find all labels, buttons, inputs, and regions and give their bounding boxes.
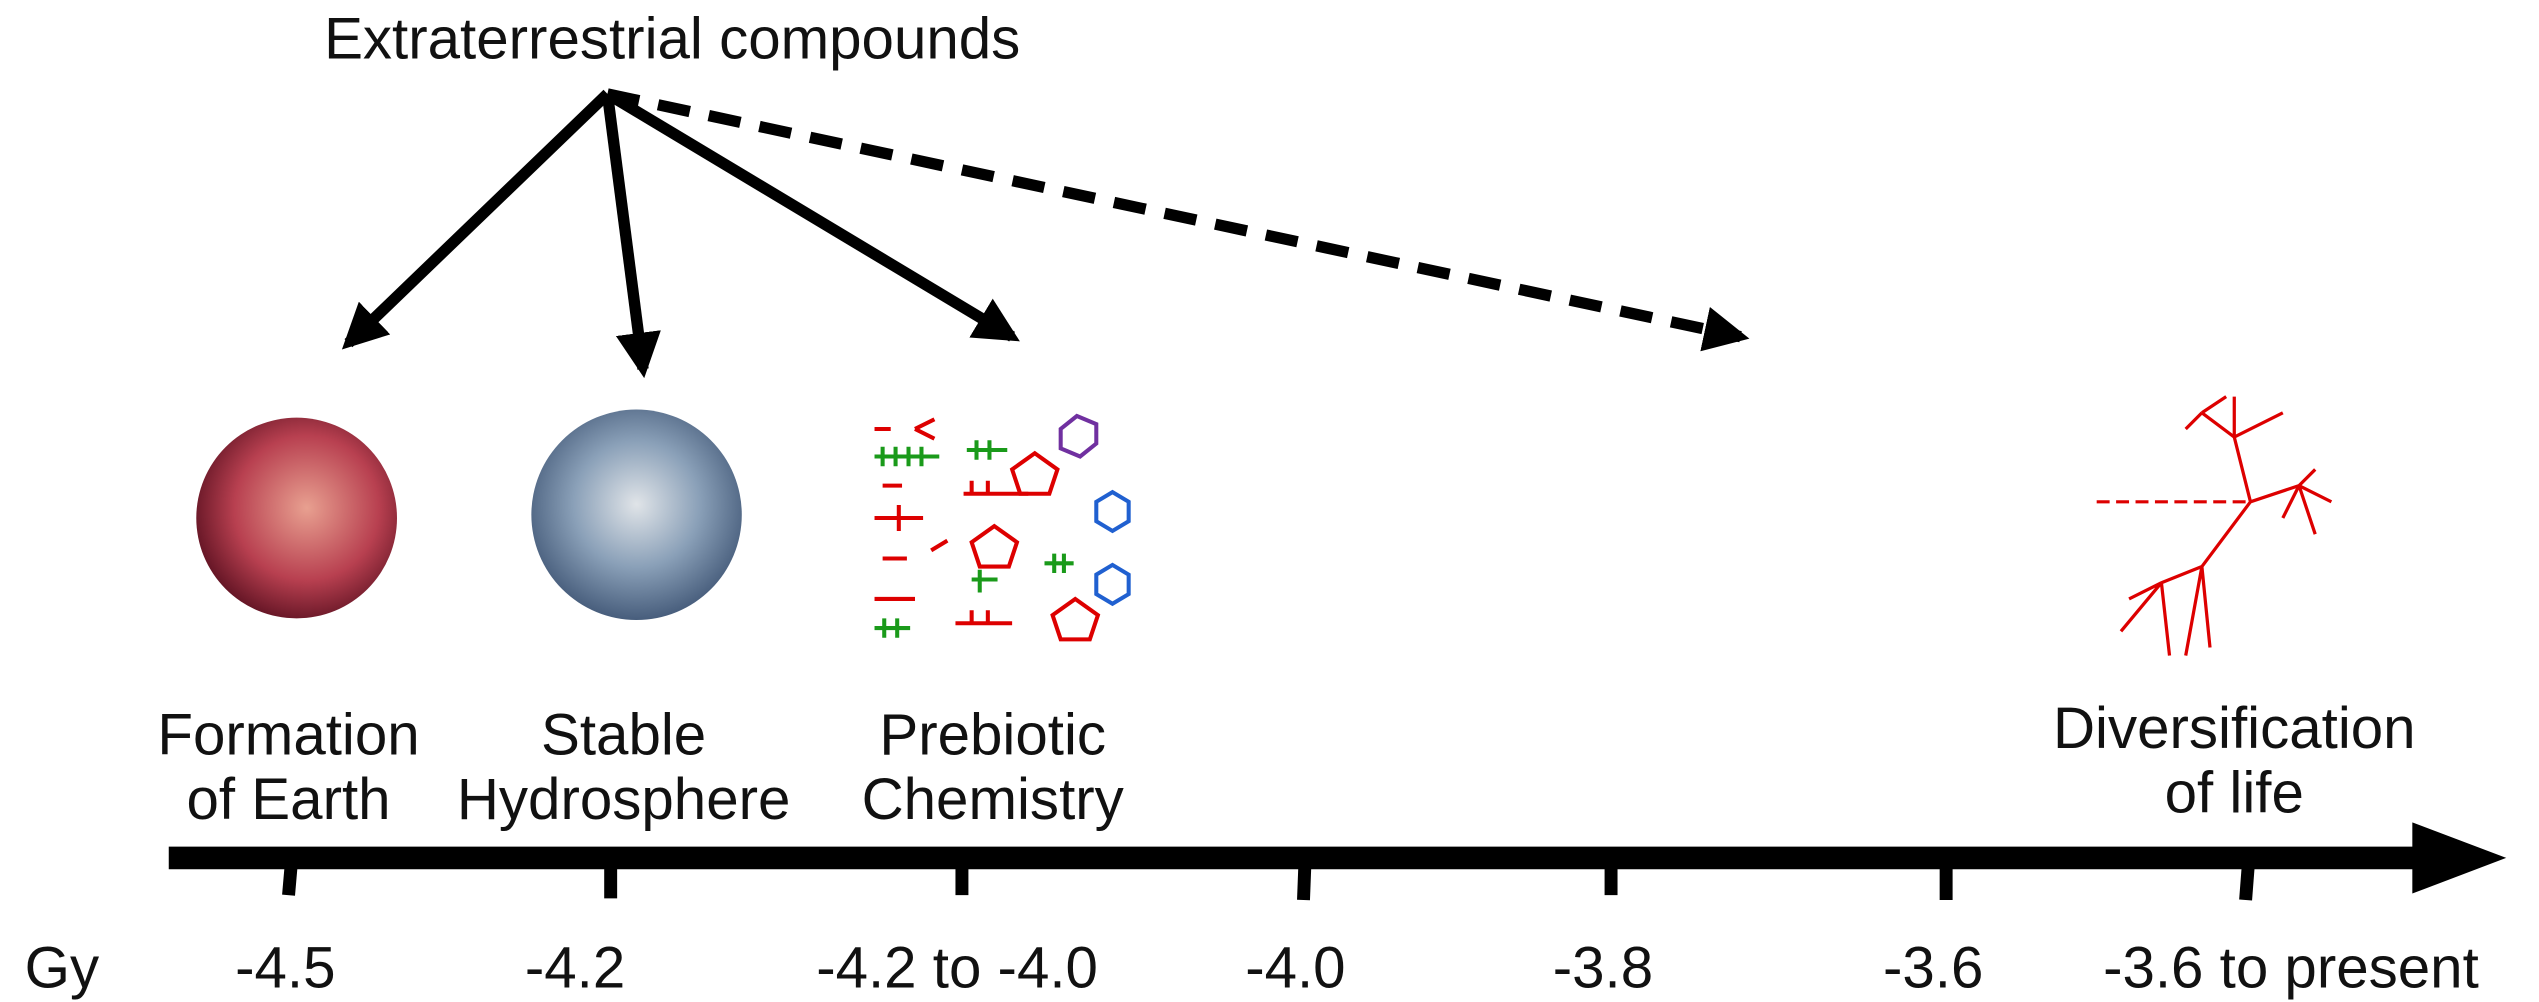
stage-label: Formation	[157, 702, 419, 767]
arrows	[341, 88, 1750, 379]
tick	[1297, 857, 1312, 901]
tick	[282, 857, 299, 896]
tick-labels: -4.5 -4.2 -4.2 to -4.0 -4.0 -3.8 -3.6 -3…	[235, 935, 2479, 1000]
tick-label: -4.5	[235, 935, 335, 1000]
tick-label: -3.8	[1553, 935, 1653, 1000]
stage-label: of Earth	[187, 767, 391, 832]
timeline-arrowhead	[2412, 822, 2507, 894]
tree-of-life-icon	[2096, 395, 2333, 656]
source-label: Extraterrestrial compounds	[324, 6, 1020, 71]
arrow	[341, 89, 612, 350]
tick-label: -3.6 to present	[2103, 935, 2479, 1000]
stage-label: Hydrosphere	[457, 767, 791, 832]
stage-label: Diversification	[2053, 696, 2416, 761]
tick-label: -4.0	[1245, 935, 1345, 1000]
dashed-arrow	[606, 88, 1750, 352]
chemistry-icon	[874, 413, 1131, 642]
arrow	[601, 93, 661, 379]
tick-label: -4.2	[525, 935, 625, 1000]
earth-hydrosphere	[531, 409, 742, 620]
tick-label: -4.2 to -4.0	[816, 935, 1098, 1000]
stage-label: Stable	[541, 702, 706, 767]
stage-labels: Formation of Earth Stable Hydrosphere Pr…	[157, 696, 2415, 832]
stage-label: Chemistry	[862, 767, 1125, 832]
tick	[2239, 857, 2256, 901]
stage-label: of life	[2165, 761, 2304, 826]
stage-label: Prebiotic	[879, 702, 1106, 767]
early-earth	[196, 417, 397, 619]
tick-label: -3.6	[1883, 935, 1983, 1000]
timeline-ticks	[282, 857, 2256, 901]
arrow	[604, 89, 1020, 342]
axis-unit: Gy	[25, 935, 100, 1000]
